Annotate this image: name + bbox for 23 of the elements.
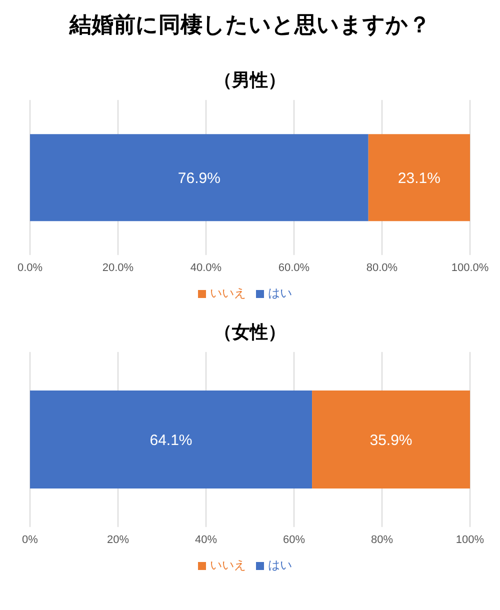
x-tick-label: 0% — [22, 534, 38, 546]
x-tick-label: 60.0% — [278, 262, 310, 274]
x-tick-label: 80.0% — [366, 262, 398, 274]
legend-label: はい — [268, 558, 292, 572]
x-tick-label: 100.0% — [451, 262, 489, 274]
x-tick-label: 40.0% — [190, 262, 222, 274]
data-label: 64.1% — [150, 432, 192, 449]
legend-label: いいえ — [210, 558, 246, 572]
x-tick-label: 80% — [370, 534, 394, 546]
x-tick-label: 100% — [456, 534, 484, 546]
data-label: 76.9% — [178, 170, 220, 187]
data-label: 23.1% — [398, 170, 440, 187]
x-tick-label: 60% — [282, 534, 306, 546]
chart-subtitle: （男性） — [213, 69, 287, 92]
x-tick-label: 0.0% — [17, 262, 43, 274]
legend-label: はい — [268, 286, 292, 300]
legend-label: いいえ — [210, 286, 246, 300]
x-tick-label: 20% — [106, 534, 130, 546]
data-label: 35.9% — [370, 432, 412, 449]
x-tick-label: 20.0% — [102, 262, 134, 274]
chart-subtitle: （女性） — [213, 321, 287, 344]
x-tick-label: 40% — [194, 534, 218, 546]
chart-title: 結婚前に同棲したいと思いますか？ — [68, 11, 432, 39]
